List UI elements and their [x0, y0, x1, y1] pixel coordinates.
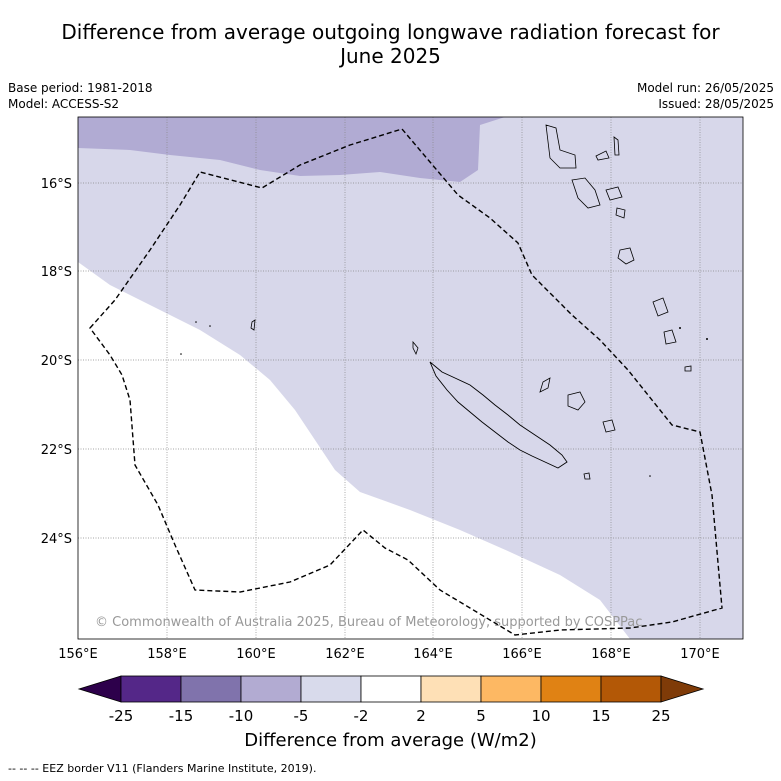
- belep-islands: [412, 340, 419, 356]
- colorbar-segment: [420, 675, 482, 703]
- base-period: Base period: 1981-2018: [8, 81, 153, 95]
- lat-tick-label: 20°S: [41, 354, 72, 369]
- lon-tick-label: 164°E: [413, 647, 453, 662]
- colorbar-tick-label: 25: [651, 707, 670, 725]
- colorbar-tick-label: -2: [354, 707, 369, 725]
- colorbar-segment: [240, 675, 302, 703]
- colorbar-tick-label: 10: [531, 707, 550, 725]
- aneityum-island: [684, 365, 692, 372]
- chesterfield-reef: [250, 319, 256, 331]
- colorbar-segment: [120, 675, 182, 703]
- new-caledonia-island: [429, 361, 568, 469]
- colorbar-tick-label: -25: [109, 707, 134, 725]
- copyright-text: © Commonwealth of Australia 2025, Bureau…: [95, 615, 642, 630]
- efate-island: [617, 247, 635, 265]
- map-frame: [77, 116, 744, 640]
- colorbar-extend-high: [660, 675, 705, 703]
- lon-tick-label: 158°E: [147, 647, 187, 662]
- graticule: [78, 117, 743, 639]
- mare-island: [602, 419, 616, 433]
- tanna-island: [663, 329, 677, 345]
- colorbar-segment: [480, 675, 542, 703]
- lon-tick-label: 160°E: [236, 647, 276, 662]
- colorbar-tick-label: 15: [591, 707, 610, 725]
- colorbar-segment: [180, 675, 242, 703]
- lifou-island: [567, 391, 586, 411]
- small-islet: [706, 338, 708, 340]
- colorbar-segment: [540, 675, 602, 703]
- chart-title-line2: June 2025: [340, 44, 441, 68]
- small-islet: [195, 321, 197, 323]
- colorbar-tick-label: -5: [294, 707, 309, 725]
- small-islet: [679, 327, 681, 329]
- small-islet: [209, 325, 211, 327]
- chart-title-line1: Difference from average outgoing longwav…: [61, 20, 720, 44]
- colorbar-tick-label: -15: [169, 707, 194, 725]
- epi-island: [615, 207, 626, 219]
- isle-of-pines: [583, 472, 591, 480]
- espiritu-santo-island: [545, 124, 577, 169]
- lon-tick-label: 162°E: [325, 647, 365, 662]
- lon-tick-label: 168°E: [591, 647, 631, 662]
- lat-tick-label: 24°S: [41, 532, 72, 547]
- lon-tick-label: 166°E: [502, 647, 542, 662]
- colorbar-segment: [360, 675, 422, 703]
- colorbar-tick-label: 5: [476, 707, 486, 725]
- ambrym-island: [605, 186, 623, 201]
- colorbar-extend-low: [77, 675, 122, 703]
- colorbar: [77, 675, 705, 703]
- eez-border: [89, 128, 723, 636]
- colorbar-tick-label: -10: [229, 707, 254, 725]
- band-medium-lavender: [78, 117, 505, 182]
- small-islet: [180, 353, 182, 355]
- ambae-island: [595, 150, 610, 161]
- lat-tick-label: 22°S: [41, 443, 72, 458]
- lat-tick-label: 16°S: [41, 177, 72, 192]
- model-run: Model run: 26/05/2025: [636, 81, 774, 95]
- lat-tick-label: 18°S: [41, 265, 72, 280]
- lon-tick-label: 170°E: [680, 647, 720, 662]
- small-islet: [649, 475, 651, 477]
- malakula-island: [571, 177, 601, 209]
- colorbar-tick-label: 2: [416, 707, 426, 725]
- colorbar-title: Difference from average (W/m2): [244, 730, 537, 751]
- erromango-island: [652, 297, 669, 317]
- eez-footnote: -- -- -- EEZ border V11 (Flanders Marine…: [8, 762, 317, 775]
- lon-tick-label: 156°E: [58, 647, 98, 662]
- colorbar-segment: [600, 675, 662, 703]
- issued-date: Issued: 28/05/2025: [658, 97, 774, 111]
- ouvea-island: [539, 377, 551, 393]
- colorbar-segment: [300, 675, 362, 703]
- maewo-island: [613, 136, 620, 156]
- band-white: [78, 262, 630, 639]
- model-name: Model: ACCESS-S2: [8, 97, 120, 111]
